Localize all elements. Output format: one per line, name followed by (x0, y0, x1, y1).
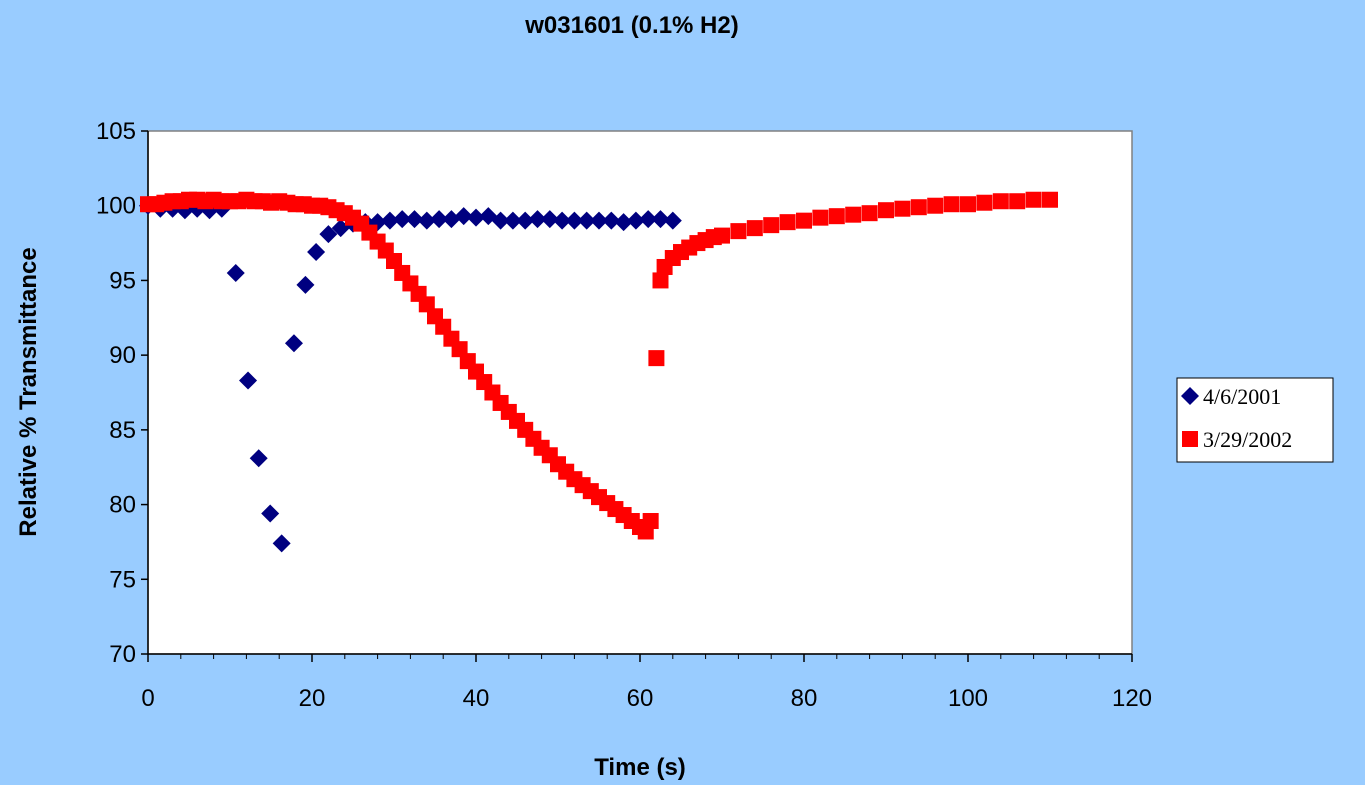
tick-labels: 0 20 40 60 80 100 120 70 75 80 85 90 95 100 105 (96, 118, 1152, 712)
data-point-square (845, 206, 862, 223)
data-point-square (812, 209, 829, 226)
data-point-square (976, 194, 993, 211)
x-tick-label: 100 (948, 685, 988, 712)
data-point-diamond (577, 211, 596, 230)
data-point-diamond (393, 210, 412, 229)
data-point-diamond (284, 334, 303, 353)
data-point-diamond (226, 263, 245, 282)
data-point-square (1042, 191, 1058, 208)
data-point-diamond (319, 225, 338, 244)
x-tick-label: 0 (141, 685, 154, 712)
data-point-diamond (639, 210, 658, 229)
data-point-square (828, 208, 845, 225)
data-point-square (730, 223, 747, 240)
data-point-diamond (651, 210, 670, 229)
data-point-square (648, 350, 665, 367)
data-point-diamond (405, 210, 424, 229)
data-point-diamond (602, 211, 621, 230)
data-point-square (861, 205, 878, 222)
y-tick-label: 85 (109, 417, 136, 444)
data-point-diamond (454, 207, 473, 226)
y-tick-label: 90 (109, 342, 136, 369)
x-tick-label: 120 (1112, 685, 1152, 712)
y-axis-title: Relative % Transmittance (15, 247, 42, 536)
data-point-diamond (239, 371, 258, 390)
data-point-diamond (626, 211, 645, 230)
series-2 (140, 191, 1058, 540)
data-point-diamond (249, 449, 268, 468)
data-point-square (943, 196, 960, 213)
data-point-diamond (380, 211, 399, 230)
data-point-diamond (467, 208, 485, 227)
data-point-square (779, 214, 796, 231)
data-point-diamond (590, 211, 608, 230)
x-tick-label: 80 (791, 685, 818, 712)
y-tick-label: 70 (109, 641, 136, 668)
data-point-diamond (614, 213, 633, 232)
data-point-diamond (491, 211, 510, 230)
data-point-diamond (272, 534, 291, 553)
data-point-diamond (442, 210, 461, 229)
y-tick-label: 100 (96, 193, 136, 220)
data-point-square (714, 227, 730, 244)
data-point-square (763, 217, 780, 234)
data-point-diamond (540, 210, 559, 229)
data-point-square (894, 200, 911, 217)
y-tick-label: 95 (109, 267, 136, 294)
data-point-diamond (553, 211, 572, 230)
data-point-diamond (516, 211, 535, 230)
data-point-square (1025, 191, 1042, 208)
x-axis-title: Time (s) (594, 754, 686, 781)
data-point-square (642, 513, 659, 530)
data-point-diamond (528, 210, 547, 229)
legend-label-series-1: 4/6/2001 (1203, 384, 1281, 409)
data-point-square (910, 199, 927, 216)
data-point-square (1009, 193, 1026, 210)
data-point-square (927, 197, 944, 214)
y-tick-label: 105 (96, 118, 136, 145)
legend-marker-diamond (1181, 387, 1199, 405)
x-tick-label: 60 (627, 685, 654, 712)
legend-marker-square (1182, 431, 1198, 447)
data-point-square (652, 272, 669, 289)
data-point-diamond (503, 211, 522, 230)
legend-box (1176, 377, 1334, 463)
data-point-diamond (417, 211, 436, 230)
data-point-square (992, 193, 1009, 210)
data-point-diamond (565, 211, 584, 230)
legend: 4/6/2001 3/29/2002 (1176, 377, 1334, 463)
data-point-diamond (261, 504, 280, 523)
data-point-square (878, 202, 894, 219)
data-point-diamond (307, 243, 326, 262)
data-point-diamond (430, 210, 449, 229)
data-point-square (960, 196, 976, 213)
x-tick-label: 40 (463, 685, 490, 712)
chart-title: w031601 (0.1% H2) (524, 12, 738, 39)
data-point-diamond (296, 275, 315, 294)
x-tick-label: 20 (299, 685, 326, 712)
y-tick-label: 75 (109, 566, 136, 593)
y-tick-label: 80 (109, 492, 136, 519)
legend-label-series-2: 3/29/2002 (1203, 427, 1292, 452)
data-point-diamond (663, 211, 682, 230)
series-layer (139, 191, 1058, 553)
data-point-square (796, 212, 812, 229)
series-1 (139, 196, 682, 553)
data-point-square (746, 220, 763, 237)
